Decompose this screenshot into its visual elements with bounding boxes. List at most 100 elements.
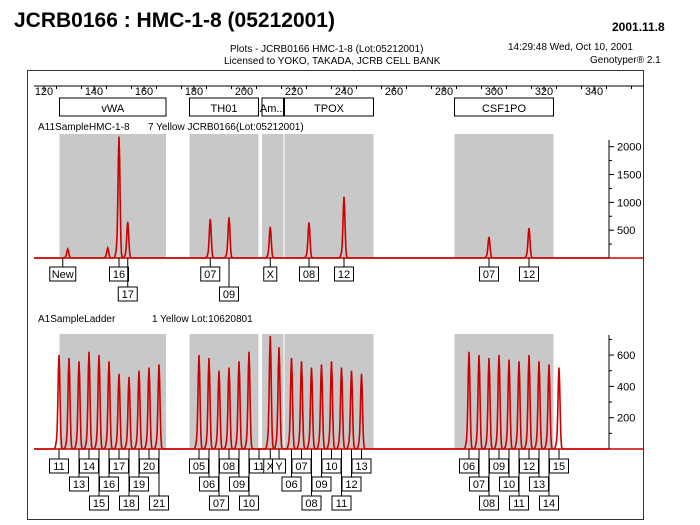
allele-call-box [109, 266, 129, 282]
allele-call-box [479, 495, 499, 511]
allele-call-box [299, 266, 319, 282]
panel-label: A11SampleHMC-1-8 [38, 122, 130, 133]
allele-call-label: 08 [223, 461, 235, 473]
report-date: 2001.11.8 [612, 20, 665, 34]
allele-call-box [519, 266, 539, 282]
x-tick-label: 280 [435, 86, 453, 98]
allele-call-label: 07 [204, 269, 216, 281]
y-tick-label: 200 [617, 413, 635, 425]
allele-call-box [239, 495, 259, 511]
allele-call-label: 07 [295, 461, 307, 473]
allele-call-label: 18 [123, 498, 135, 510]
allele-call-label: 14 [83, 461, 95, 473]
y-tick-label: 400 [617, 381, 635, 393]
x-tick-label: 180 [185, 86, 203, 98]
software-version: Genotyper® 2.1 [590, 55, 661, 66]
locus-box [261, 97, 284, 117]
panel-dye-info: 1 Yellow Lot:10620801 [152, 314, 253, 325]
allele-call-label: 06 [203, 479, 215, 491]
allele-call-label: 06 [463, 461, 475, 473]
y-tick-label: 2000 [617, 142, 641, 154]
x-tick-label: 320 [535, 86, 553, 98]
locus-box [59, 97, 167, 117]
locus-label: TPOX [314, 103, 345, 115]
allele-call-box [331, 495, 352, 511]
allele-call-box [263, 266, 278, 282]
plot-header-line1: Plots - JCRB0166 HMC-1-8 (Lot:05212001) [230, 44, 424, 55]
allele-call-label: 10 [243, 498, 255, 510]
plot-header-line2: Licensed to YOKO, TAKADA, JCRB CELL BANK [224, 56, 441, 67]
y-tick-label: 500 [617, 225, 635, 237]
allele-call-label: 20 [143, 461, 155, 473]
y-tick-label: 600 [617, 350, 635, 362]
allele-call-label: 07 [483, 269, 495, 281]
panel-dye-info: 7 Yellow JCRB0166(Lot:05212001) [148, 122, 304, 133]
allele-call-label: 07 [213, 498, 225, 510]
allele-call-box [479, 266, 499, 282]
panel-label: A1SampleLadder [38, 314, 116, 325]
locus-label: Am... [260, 103, 286, 115]
allele-call-label: 09 [315, 479, 327, 491]
x-tick-label: 260 [385, 86, 403, 98]
plot-timestamp: 14:29:48 Wed, Oct 10, 2001 [508, 42, 633, 53]
allele-call-label: 12 [345, 479, 357, 491]
locus-box [454, 97, 554, 117]
allele-call-label: 16 [103, 479, 115, 491]
allele-call-label: 06 [285, 479, 297, 491]
allele-call-label: X [267, 269, 275, 281]
allele-call-label: 19 [133, 479, 145, 491]
allele-call-label: 11 [513, 498, 524, 510]
allele-call-label: 17 [113, 461, 125, 473]
allele-bin [284, 134, 374, 258]
allele-bin [59, 134, 166, 258]
allele-call-label: 13 [355, 461, 367, 473]
allele-call-box [119, 495, 139, 511]
allele-call-label: 09 [223, 289, 235, 301]
allele-call-label: 14 [543, 498, 555, 510]
allele-call-label: 07 [473, 479, 485, 491]
allele-call-box [509, 495, 529, 511]
allele-call-label: 12 [338, 269, 350, 281]
x-tick-label: 160 [135, 86, 153, 98]
allele-call-box [301, 495, 322, 511]
allele-call-label: 10 [503, 479, 515, 491]
allele-call-box [99, 476, 119, 492]
allele-call-box [49, 458, 69, 474]
x-tick-label: 120 [35, 86, 53, 98]
allele-call-box [89, 495, 109, 511]
allele-call-label: 10 [325, 461, 337, 473]
allele-call-box [334, 266, 354, 282]
allele-call-label: Y [275, 461, 283, 473]
allele-call-label: 08 [303, 269, 315, 281]
allele-call-box [539, 495, 559, 511]
allele-call-label: 09 [233, 479, 245, 491]
x-tick-label: 200 [235, 86, 253, 98]
plot-frame [27, 70, 644, 520]
locus-box [189, 97, 259, 117]
allele-call-label: 11 [53, 461, 64, 473]
allele-call-label: 21 [153, 498, 165, 510]
allele-call-box [129, 476, 149, 492]
allele-call-label: 13 [73, 479, 85, 491]
allele-call-label: 12 [523, 269, 535, 281]
x-tick-label: 340 [585, 86, 603, 98]
allele-call-label: 15 [93, 498, 105, 510]
allele-call-label: 08 [305, 498, 317, 510]
allele-call-box [351, 458, 372, 474]
allele-call-label: X [267, 461, 275, 473]
allele-call-box [549, 458, 569, 474]
allele-call-box [117, 286, 138, 302]
allele-call-box [272, 458, 286, 474]
x-tick-label: 220 [285, 86, 303, 98]
x-tick-label: 240 [335, 86, 353, 98]
allele-call-box [281, 476, 302, 492]
locus-label: TH01 [211, 103, 238, 115]
allele-call-label: 05 [193, 461, 205, 473]
x-tick-label: 140 [85, 86, 103, 98]
allele-call-box [209, 495, 229, 511]
y-tick-label: 1500 [617, 170, 641, 182]
allele-call-label: 17 [122, 289, 134, 301]
allele-call-box [69, 476, 89, 492]
allele-call-label: 08 [483, 498, 495, 510]
allele-bin [454, 134, 554, 258]
